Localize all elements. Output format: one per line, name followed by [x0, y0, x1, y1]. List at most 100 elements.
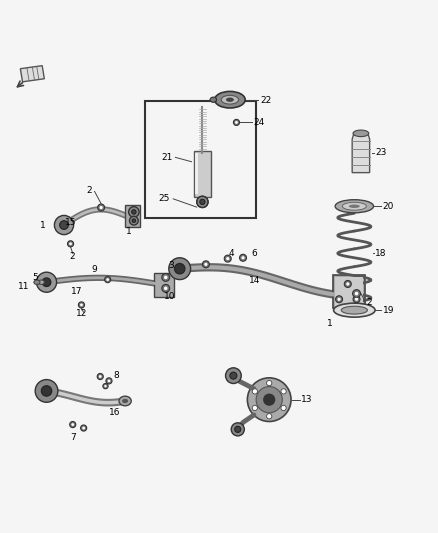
Bar: [194, 151, 211, 197]
Circle shape: [162, 273, 170, 281]
Text: 19: 19: [383, 305, 394, 314]
Circle shape: [169, 258, 191, 280]
Circle shape: [99, 375, 102, 378]
Text: 8: 8: [113, 371, 119, 380]
Circle shape: [235, 121, 238, 124]
Circle shape: [164, 287, 167, 290]
Circle shape: [35, 379, 58, 402]
Circle shape: [71, 423, 74, 426]
Bar: [335, 277, 363, 306]
Text: 10: 10: [164, 292, 176, 301]
Text: 16: 16: [109, 408, 120, 417]
Circle shape: [67, 241, 74, 247]
Ellipse shape: [335, 200, 374, 213]
Circle shape: [252, 405, 258, 410]
Circle shape: [224, 255, 231, 262]
Circle shape: [247, 378, 291, 422]
Circle shape: [233, 119, 240, 125]
Circle shape: [108, 379, 110, 382]
Text: 11: 11: [18, 281, 30, 290]
Circle shape: [132, 219, 136, 222]
Text: 1: 1: [40, 221, 46, 230]
Circle shape: [130, 216, 138, 225]
Text: 1: 1: [127, 227, 132, 236]
Circle shape: [263, 393, 276, 406]
Circle shape: [231, 423, 244, 436]
Circle shape: [78, 302, 85, 308]
Text: 4: 4: [229, 249, 235, 258]
Circle shape: [200, 199, 205, 205]
Text: 9: 9: [92, 265, 97, 274]
Ellipse shape: [210, 97, 217, 102]
Circle shape: [353, 296, 360, 303]
Circle shape: [355, 297, 358, 301]
Circle shape: [241, 256, 244, 260]
Ellipse shape: [343, 203, 366, 210]
Circle shape: [104, 385, 107, 387]
Ellipse shape: [334, 303, 375, 317]
Circle shape: [353, 289, 360, 297]
Ellipse shape: [349, 205, 360, 208]
Bar: [125, 205, 141, 227]
Circle shape: [267, 414, 272, 419]
Text: 23: 23: [375, 149, 387, 157]
Circle shape: [267, 381, 272, 386]
Ellipse shape: [122, 399, 128, 403]
Circle shape: [174, 263, 185, 274]
Circle shape: [281, 389, 286, 394]
Circle shape: [346, 282, 350, 286]
Circle shape: [355, 292, 358, 295]
Text: 24: 24: [253, 118, 264, 127]
Text: 14: 14: [249, 276, 260, 285]
Bar: [195, 153, 198, 195]
Circle shape: [162, 285, 170, 292]
Circle shape: [41, 386, 52, 396]
Ellipse shape: [221, 95, 239, 104]
Circle shape: [98, 204, 105, 211]
Ellipse shape: [38, 280, 44, 285]
Circle shape: [344, 280, 351, 287]
Text: 1: 1: [327, 319, 333, 328]
Circle shape: [81, 425, 87, 431]
Text: 6: 6: [251, 249, 257, 258]
Circle shape: [235, 426, 241, 432]
Circle shape: [240, 254, 247, 261]
Bar: [145, 101, 256, 219]
Circle shape: [106, 278, 109, 281]
Ellipse shape: [353, 130, 369, 136]
Circle shape: [129, 207, 139, 217]
Text: 22: 22: [261, 96, 272, 105]
Circle shape: [205, 263, 208, 266]
Polygon shape: [20, 66, 44, 82]
Circle shape: [36, 272, 57, 292]
Circle shape: [99, 206, 102, 209]
Circle shape: [70, 422, 76, 427]
Text: 7: 7: [71, 433, 76, 442]
Circle shape: [80, 304, 83, 306]
Circle shape: [226, 257, 230, 260]
Text: 25: 25: [159, 195, 170, 203]
Text: 3: 3: [169, 261, 174, 270]
Circle shape: [97, 374, 103, 379]
Text: 12: 12: [76, 309, 88, 318]
Ellipse shape: [119, 396, 131, 406]
Text: 15: 15: [65, 219, 77, 228]
Circle shape: [105, 277, 111, 282]
Circle shape: [256, 386, 283, 413]
Circle shape: [82, 427, 85, 430]
Text: 18: 18: [375, 249, 387, 258]
Circle shape: [60, 221, 68, 229]
Ellipse shape: [215, 92, 245, 108]
Circle shape: [226, 368, 241, 384]
Text: 2: 2: [87, 185, 92, 195]
Text: 20: 20: [383, 202, 394, 211]
Circle shape: [281, 405, 286, 410]
Circle shape: [338, 297, 341, 301]
Text: 13: 13: [301, 395, 313, 404]
Circle shape: [42, 278, 51, 287]
Ellipse shape: [34, 280, 40, 285]
Circle shape: [252, 389, 258, 394]
Bar: [154, 273, 174, 297]
Bar: [332, 275, 365, 308]
Circle shape: [202, 261, 209, 268]
